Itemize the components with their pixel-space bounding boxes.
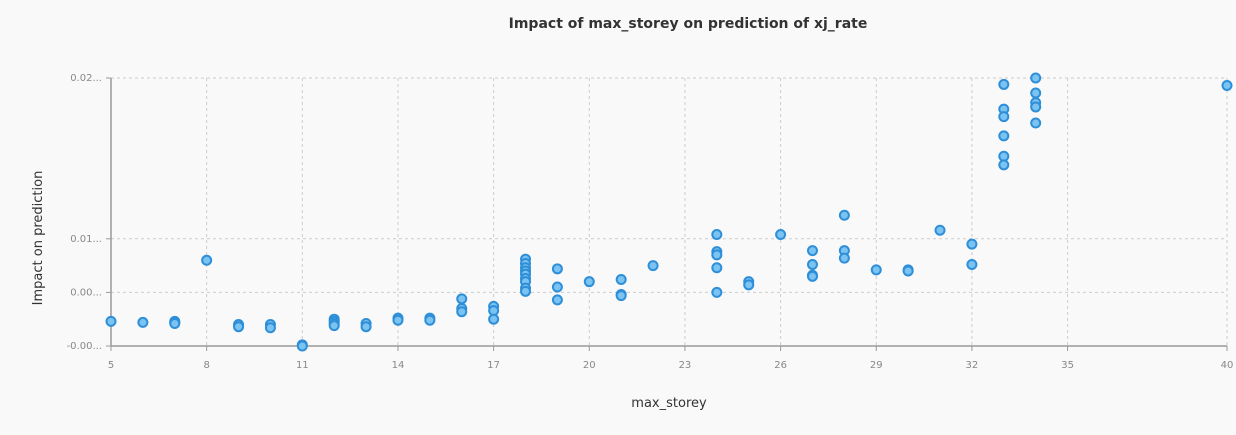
data-point[interactable] (647, 260, 659, 272)
x-tick-label: 20 (583, 360, 596, 371)
data-point[interactable] (615, 290, 627, 302)
data-point[interactable] (583, 276, 595, 288)
data-point[interactable] (1030, 72, 1042, 84)
data-point[interactable] (456, 306, 468, 318)
data-point[interactable] (456, 293, 468, 305)
data-point[interactable] (169, 317, 181, 329)
data-point[interactable] (711, 229, 723, 241)
data-point[interactable] (551, 263, 563, 275)
data-point[interactable] (201, 254, 213, 266)
grid-layer (111, 77, 1228, 346)
data-point[interactable] (806, 245, 818, 257)
y-tick-label: 0.02... (70, 73, 102, 84)
x-tick-label: 40 (1221, 360, 1234, 371)
data-point[interactable] (806, 270, 818, 282)
y-tick-label: 0.01... (70, 234, 102, 245)
data-point[interactable] (360, 321, 372, 333)
data-point[interactable] (1030, 87, 1042, 99)
x-tick-label: 8 (203, 360, 209, 371)
data-point[interactable] (838, 209, 850, 221)
x-tick-label: 29 (870, 360, 883, 371)
data-point[interactable] (998, 159, 1010, 171)
data-point[interactable] (551, 281, 563, 293)
data-point[interactable] (902, 265, 914, 277)
data-point[interactable] (998, 130, 1010, 142)
data-point[interactable] (137, 316, 149, 328)
data-point[interactable] (488, 313, 500, 325)
data-point[interactable] (966, 238, 978, 250)
tick-label-layer: 5 8 11 14 17 20 23 26 29 32 35 40 -0.00... 0.00... 0.0… (67, 73, 1234, 371)
data-point[interactable] (743, 279, 755, 291)
data-point[interactable] (711, 262, 723, 274)
data-point[interactable] (296, 340, 308, 352)
data-point[interactable] (711, 249, 723, 261)
data-points-layer (105, 72, 1233, 352)
data-point[interactable] (328, 320, 340, 332)
x-tick-label: 14 (392, 360, 405, 371)
data-point[interactable] (1221, 80, 1233, 92)
data-point[interactable] (806, 259, 818, 271)
x-tick-label: 11 (296, 360, 309, 371)
chart-title: Impact of max_storey on prediction of xj… (509, 16, 868, 32)
data-point[interactable] (870, 264, 882, 276)
data-point[interactable] (1030, 101, 1042, 113)
data-point[interactable] (264, 322, 276, 334)
data-point[interactable] (520, 285, 532, 297)
x-tick-label: 35 (1061, 360, 1074, 371)
data-point[interactable] (233, 321, 245, 333)
x-tick-label: 23 (679, 360, 692, 371)
data-point[interactable] (392, 314, 404, 326)
y-axis-label: Impact on prediction (31, 171, 46, 306)
data-point[interactable] (838, 252, 850, 264)
data-point[interactable] (966, 259, 978, 271)
data-point[interactable] (424, 314, 436, 326)
y-tick-label: 0.00... (70, 287, 102, 298)
data-point[interactable] (711, 286, 723, 298)
x-tick-label: 32 (966, 360, 979, 371)
data-point[interactable] (615, 274, 627, 286)
axis-layer (106, 77, 1228, 351)
data-point[interactable] (551, 294, 563, 306)
data-point[interactable] (934, 224, 946, 236)
x-tick-label: 17 (487, 360, 500, 371)
x-axis-label: max_storey (631, 396, 707, 411)
x-tick-label: 5 (108, 360, 114, 371)
data-point[interactable] (105, 315, 117, 327)
y-tick-label: -0.00... (67, 341, 102, 352)
data-point[interactable] (998, 111, 1010, 123)
data-point[interactable] (775, 229, 787, 241)
data-point[interactable] (998, 78, 1010, 90)
x-tick-label: 26 (774, 360, 787, 371)
data-point[interactable] (1030, 117, 1042, 129)
